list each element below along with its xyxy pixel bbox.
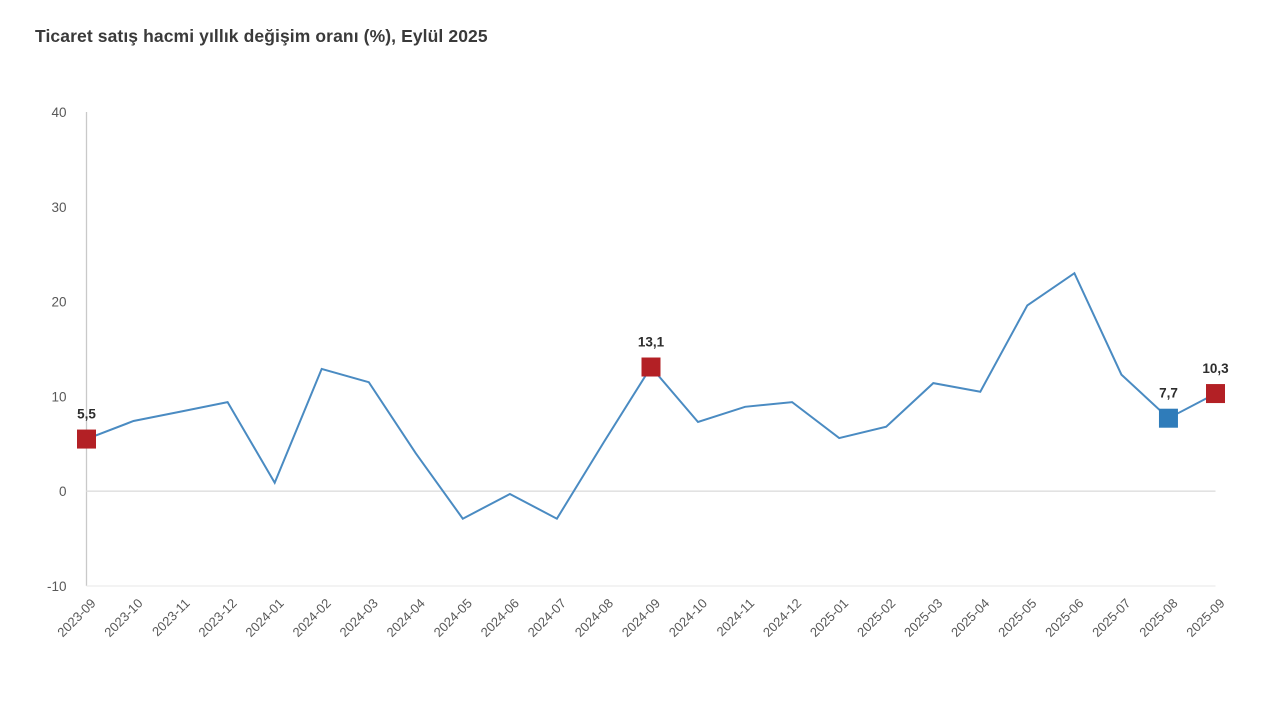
- x-tick-label: 2025-09: [1183, 596, 1227, 640]
- x-tick-label: 2023-12: [195, 596, 239, 640]
- x-tick-label: 2023-11: [149, 596, 193, 640]
- point-label: 7,7: [1159, 386, 1178, 401]
- point-label: 5,5: [77, 407, 96, 422]
- point-label: 13,1: [638, 335, 665, 350]
- series-line: [86, 271, 1216, 521]
- x-tick-label: 2023-10: [101, 596, 145, 640]
- x-tick-label: 2024-06: [478, 596, 522, 640]
- point-label: 10,3: [1202, 361, 1229, 376]
- highlight-marker: [1158, 408, 1178, 428]
- chart-title: Ticaret satış hacmi yıllık değişim oranı…: [35, 26, 488, 46]
- x-tick-label: 2025-05: [995, 596, 1039, 640]
- x-tick-label: 2024-05: [431, 596, 475, 640]
- highlight-marker: [1206, 384, 1225, 404]
- y-tick-label: 0: [59, 484, 67, 499]
- x-tick-label: 2024-02: [289, 596, 333, 640]
- y-tick-label: 20: [51, 295, 66, 310]
- x-tick-label: 2024-09: [619, 596, 663, 640]
- x-tick-label: 2024-07: [525, 596, 569, 640]
- highlight-marker: [77, 429, 96, 449]
- x-tick-label: 2025-01: [807, 596, 851, 640]
- x-tick-label: 2024-10: [666, 596, 710, 640]
- x-tick-label: 2025-02: [854, 596, 898, 640]
- y-tick-label: 30: [51, 200, 66, 215]
- y-tick-label: -10: [47, 579, 67, 594]
- x-tick-label: 2024-03: [337, 596, 381, 640]
- x-tick-label: 2024-01: [242, 596, 286, 640]
- y-tick-label: 10: [51, 389, 66, 404]
- x-tick-label: 2024-11: [714, 596, 758, 640]
- x-tick-label: 2024-08: [572, 596, 616, 640]
- y-tick-label: 40: [51, 105, 66, 120]
- x-tick-label: 2024-04: [384, 596, 428, 640]
- x-tick-label: 2025-07: [1089, 596, 1133, 640]
- x-tick-label: 2023-09: [54, 596, 98, 640]
- x-tick-label: 2025-03: [901, 596, 945, 640]
- x-tick-label: 2025-06: [1042, 596, 1086, 640]
- x-tick-label: 2024-12: [760, 596, 804, 640]
- x-tick-label: 2025-04: [948, 596, 992, 640]
- highlight-marker: [641, 357, 661, 377]
- x-tick-label: 2025-08: [1136, 596, 1180, 640]
